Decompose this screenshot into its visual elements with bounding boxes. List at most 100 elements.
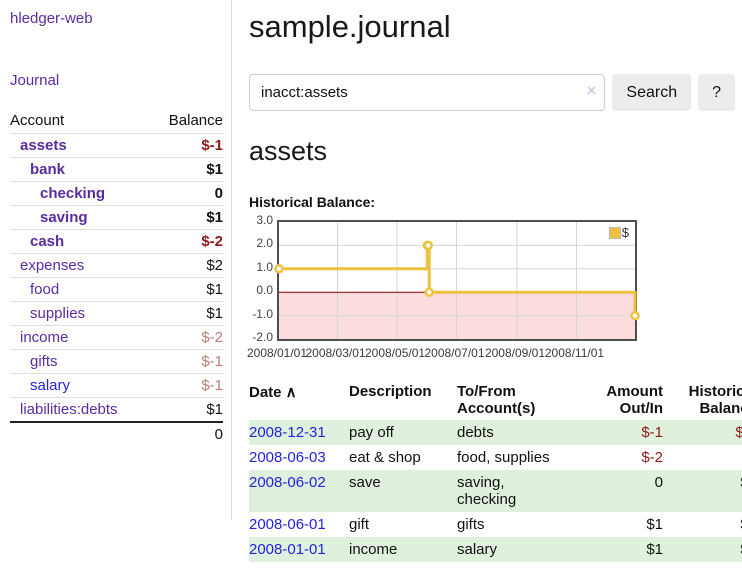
account-link[interactable]: food [30,281,60,298]
transaction-balance: $1 [663,537,742,562]
account-link[interactable]: supplies [30,305,86,322]
y-axis-tick-label: 3.0 [256,213,273,227]
register-row: 2008-06-02 save saving, checking 0$2 [249,470,742,512]
balance-chart-svg [274,222,640,339]
x-axis-tick-label: 2008/07/01 [424,346,485,360]
transaction-accounts: gifts [457,516,485,533]
x-axis-labels: 2008/01/01 2008/03/01 2008/05/01 2008/07/01… [247,346,633,362]
transaction-balance: $2 [663,512,742,537]
account-row: saving $1 [10,205,223,230]
accounts-total-balance: 0 [151,421,223,446]
main-content: sample.journal × Search ? assets Histori… [232,0,742,562]
help-button[interactable]: ? [698,74,735,111]
transaction-accounts: salary [457,541,498,558]
account-link[interactable]: checking [40,185,106,202]
account-balance: $-2 [151,325,223,350]
chart-legend: $ [608,226,629,239]
transaction-accounts: food, supplies [457,449,550,466]
register-row: 2008-06-03 eat & shop food, supplies $-20 [249,445,742,470]
page-title: sample.journal [249,9,451,44]
account-link[interactable]: bank [30,161,66,178]
account-balance: $-2 [151,229,223,254]
account-row: cash $-2 [10,229,223,254]
register-header-amount-out-in: Amount Out/In [606,383,663,417]
account-link[interactable]: income [20,329,69,346]
account-balance: $-1 [151,133,223,158]
account-row: checking 0 [10,181,223,206]
search-input[interactable] [249,74,606,111]
accounts-header-balance: Balance [168,112,223,129]
sort-asc-icon[interactable]: ∧ [281,384,297,401]
y-axis-tick-label: 2.0 [256,236,273,251]
x-axis-tick-label: 2008/11/01 [544,346,605,360]
account-row: expenses $2 [10,253,223,278]
account-balance: $-1 [151,349,223,374]
transaction-date-link[interactable]: 2008-01-01 [249,541,326,558]
account-balance: $1 [151,157,223,182]
transaction-amount: $-2 [641,449,663,466]
transaction-amount: $1 [646,516,663,533]
transaction-date-link[interactable]: 2008-06-02 [249,474,326,491]
transaction-accounts: saving, checking [457,474,517,508]
transaction-date-link[interactable]: 2008-06-01 [249,516,326,533]
sidebar-item-journal[interactable]: Journal [10,72,60,89]
account-row: salary $-1 [10,373,223,398]
search-form: × Search ? [249,74,735,111]
legend-swatch-icon [608,227,621,239]
transaction-description: gift [349,516,370,533]
account-link[interactable]: saving [40,209,88,226]
account-balance: $2 [151,253,223,278]
transaction-date-link[interactable]: 2008-12-31 [249,424,326,441]
transaction-description: eat & shop [349,449,421,466]
clear-search-icon[interactable]: × [586,81,597,100]
register-row: 2008-12-31 pay off debts $-1 $-1 [249,420,742,445]
register-table: Date ∧ Description To/From Account(s) Amoun… [249,381,742,562]
chart-plot-area: $ [274,220,640,341]
register-header-description: Description [349,383,432,400]
account-link[interactable]: liabilities:debts [20,401,118,418]
register-header-date[interactable]: Date ∧ [249,384,297,401]
register-header-row: Date ∧ Description To/From Account(s) Amoun… [249,381,742,420]
accounts-table: Account Balance assets $-1 bank $1 checking 0… [10,109,223,446]
account-link[interactable]: expenses [20,257,85,274]
transaction-amount: 0 [654,474,663,491]
accounts-header-row: Account Balance [10,109,223,134]
transaction-amount: $-1 [641,424,663,441]
x-axis-tick-label: 2008/03/01 [305,346,366,360]
transaction-description: income [349,541,398,558]
register-header-historical-balance: Historical Balance [688,383,742,417]
accounts-header-account: Account [10,112,65,129]
register-row: 2008-01-01 income salary $1$1 [249,537,742,562]
transaction-description: save [349,474,381,491]
transaction-accounts: debts [457,424,494,441]
transaction-balance: 0 [663,445,742,470]
y-axis-tick-label: -2.0 [252,330,273,344]
x-axis-tick-label: 2008/05/01 [364,346,426,360]
register-header-to-from-account-s-: To/From Account(s) [457,383,536,417]
account-row: bank $1 [10,157,223,182]
account-link[interactable]: salary [30,377,71,394]
chart-title: Historical Balance: [249,194,376,210]
transaction-date-link[interactable]: 2008-06-03 [249,449,326,466]
search-button[interactable]: Search [612,74,692,111]
account-heading: assets [249,136,328,166]
account-balance: $1 [151,301,223,326]
account-row: supplies $1 [10,301,223,326]
account-balance: 0 [151,181,223,206]
account-row: income $-2 [10,325,223,350]
balance-chart: 3.0 2.0 1.0 0.0 -1.0 -2.0 $ 2008/01/01 2008/03… [247,213,735,366]
account-link[interactable]: assets [20,137,67,154]
account-row: food $1 [10,277,223,302]
account-link[interactable]: cash [30,233,65,250]
account-balance: $-1 [151,373,223,398]
x-axis-tick-label: 2008/01/01 [246,346,308,360]
account-link[interactable]: gifts [30,353,58,370]
account-balance: $1 [151,205,223,230]
transaction-amount: $1 [646,541,663,558]
y-axis-tick-label: 0.0 [256,283,273,298]
account-row: liabilities:debts $1 [10,397,223,422]
sidebar: hledger-web Journal Account Balance asse… [0,0,232,520]
app-title-link[interactable]: hledger-web [10,10,93,27]
x-axis-tick-label: 2008/09/01 [484,346,545,360]
y-axis-tick-label: -1.0 [252,306,273,321]
